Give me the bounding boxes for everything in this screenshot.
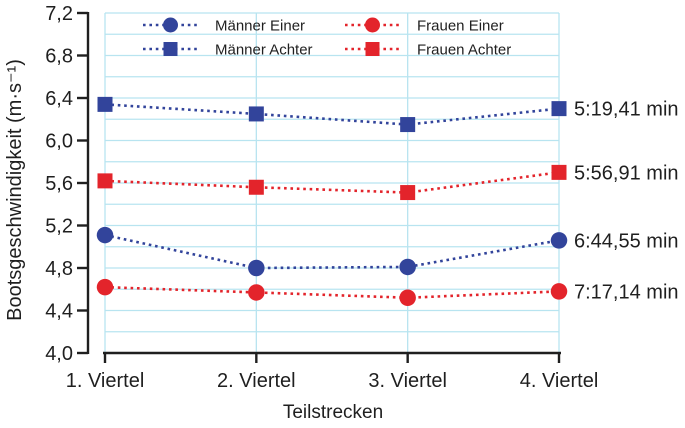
y-tick-label: 6,0 xyxy=(45,131,73,153)
marker-frauen-achter xyxy=(97,173,113,189)
series-end-label-maenner-einer: 6:44,55 min xyxy=(574,230,679,252)
y-tick-label: 6,8 xyxy=(45,46,73,68)
series-line-frauen-einer xyxy=(104,285,560,300)
legend-label: Frauen Einer xyxy=(417,17,504,34)
legend-label: Frauen Achter xyxy=(417,41,511,58)
marker-frauen-einer xyxy=(550,283,568,300)
axis-layer xyxy=(77,11,561,363)
legend-label: Männer Achter xyxy=(215,41,313,58)
legend-layer: Männer Einer Männer Achter Frauen Einer Fra… xyxy=(143,17,511,58)
y-tick-label: 4,0 xyxy=(45,343,73,365)
marker-maenner-achter xyxy=(97,96,113,112)
y-tick-label: 5,2 xyxy=(45,216,73,238)
series-layer xyxy=(96,96,568,306)
legend-item-maenner-achter: Männer Achter xyxy=(143,41,313,58)
x-axis-title: Teilstrecken xyxy=(283,402,383,423)
y-tick-label: 4,8 xyxy=(45,258,73,280)
grid-layer xyxy=(104,12,560,353)
series-end-label-frauen-achter: 5:56,91 min xyxy=(574,162,679,184)
y-tick-label: 6,4 xyxy=(45,88,73,110)
marker-frauen-achter xyxy=(248,179,264,195)
series-line-frauen-achter xyxy=(104,171,560,194)
legend-marker-circle xyxy=(163,17,178,33)
marker-frauen-achter xyxy=(400,185,416,201)
marker-maenner-einer xyxy=(96,226,114,244)
y-tick-label: 5,6 xyxy=(45,173,73,195)
x-tick-label-1-viertel: 1. Viertel xyxy=(66,370,145,392)
legend-marker-square xyxy=(163,42,178,56)
marker-maenner-achter xyxy=(248,106,264,122)
marker-frauen-einer xyxy=(399,289,416,306)
y-axis-title: Bootsgeschwindigkeit (m·s⁻¹) xyxy=(4,59,26,321)
series-end-label-frauen-einer: 7:17,14 min xyxy=(574,281,679,303)
legend-item-frauen-einer: Frauen Einer xyxy=(345,17,504,34)
y-tick-label: 7,2 xyxy=(45,3,73,25)
x-tick-label-4-viertel: 4. Viertel xyxy=(520,370,599,392)
label-layer: 7,2 6,8 6,4 6,0 5,6 5,2 4,8 4,4 4,0 1. Viertel 2. … xyxy=(45,3,678,392)
marker-frauen-achter xyxy=(551,164,567,180)
legend-label: Männer Einer xyxy=(215,17,305,34)
marker-maenner-achter xyxy=(551,101,567,117)
x-tick-label-2-viertel: 2. Viertel xyxy=(217,370,296,392)
marker-frauen-einer xyxy=(96,278,114,296)
series-line-maenner-achter xyxy=(104,103,560,126)
series-line-maenner-einer xyxy=(104,233,560,270)
legend-item-maenner-einer: Männer Einer xyxy=(143,17,305,34)
marker-maenner-einer xyxy=(248,259,265,277)
marker-frauen-einer xyxy=(248,284,265,301)
legend-marker-square xyxy=(365,42,380,56)
legend-item-frauen-achter: Frauen Achter xyxy=(345,41,511,58)
marker-maenner-achter xyxy=(400,117,416,133)
marker-maenner-einer xyxy=(399,258,416,276)
legend-marker-circle xyxy=(365,17,380,33)
y-tick-label: 4,4 xyxy=(45,301,73,323)
series-end-label-maenner-achter: 5:19,41 min xyxy=(574,99,679,121)
marker-maenner-einer xyxy=(550,232,568,249)
x-tick-label-3-viertel: 3. Viertel xyxy=(368,370,447,392)
